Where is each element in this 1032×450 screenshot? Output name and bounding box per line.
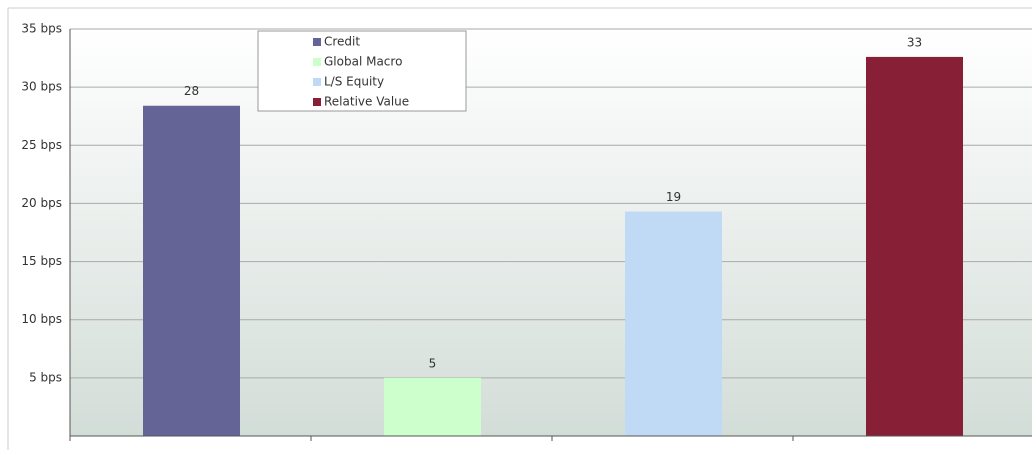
legend-swatch	[313, 58, 321, 66]
legend-label: Credit	[324, 35, 360, 49]
value-label: 5	[429, 356, 437, 370]
bar	[625, 211, 722, 436]
legend-box	[257, 30, 467, 112]
value-label: 28	[184, 84, 199, 98]
legend-label: L/S Equity	[324, 75, 384, 89]
y-tick-label: 35 bps	[21, 22, 62, 36]
legend-label: Relative Value	[324, 95, 409, 109]
value-label: 33	[907, 35, 922, 49]
bar	[866, 56, 963, 437]
y-tick-label: 15 bps	[21, 254, 62, 268]
legend-label: Global Macro	[324, 55, 402, 69]
bar	[384, 377, 481, 436]
y-tick-label: 20 bps	[21, 196, 62, 210]
legend-swatch	[313, 78, 321, 86]
y-tick-label: 5 bps	[29, 370, 62, 384]
legend-swatch	[313, 38, 321, 46]
bar	[143, 105, 240, 437]
value-label: 19	[666, 190, 681, 204]
legend-swatch	[313, 98, 321, 106]
y-tick-label: 25 bps	[21, 138, 62, 152]
y-tick-label: 10 bps	[21, 312, 62, 326]
y-tick-label: 30 bps	[21, 80, 62, 94]
